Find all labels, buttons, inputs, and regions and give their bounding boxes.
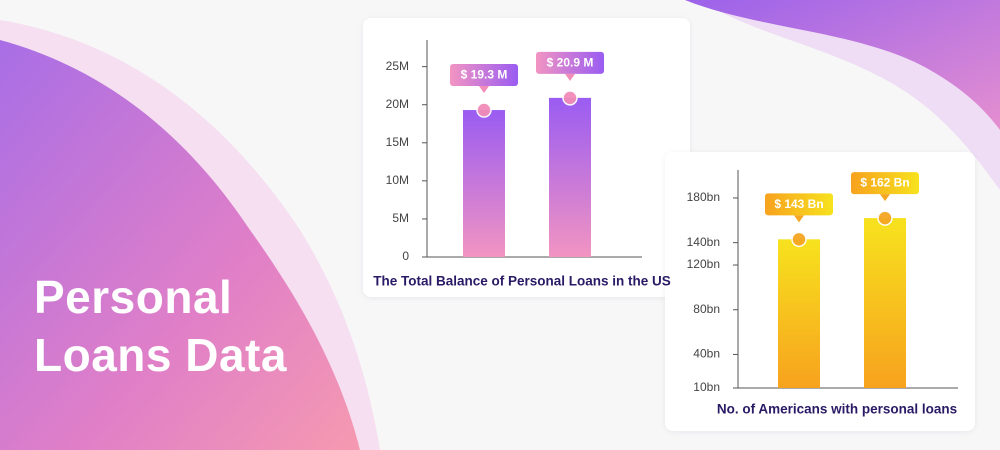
value-label-box	[851, 172, 919, 195]
bar	[463, 110, 505, 257]
value-label-pointer	[794, 215, 804, 223]
y-tick-label: 15M	[386, 135, 409, 149]
bar	[549, 97, 591, 257]
chart-title: No. of Americans with personal loans	[717, 402, 957, 417]
bar-marker	[562, 90, 578, 106]
wave-top	[685, 0, 1000, 130]
value-label-box	[765, 193, 833, 216]
bar-marker	[791, 231, 807, 248]
value-label-pointer	[880, 194, 890, 202]
headline: Personal Loans Data	[34, 271, 287, 381]
y-tick-label: 5M	[392, 211, 409, 225]
value-label-box	[536, 51, 604, 74]
value-label-box	[450, 64, 518, 87]
bar	[778, 239, 820, 388]
y-tick-label: 25M	[386, 59, 409, 73]
chart-title: The Total Balance of Personal Loans in t…	[373, 274, 671, 289]
y-tick-label: 180bn	[687, 190, 720, 204]
y-tick-label: 10bn	[693, 380, 720, 394]
value-label: $ 162 Bn	[860, 176, 909, 190]
wave-main	[0, 40, 360, 450]
y-tick-label: 120bn	[687, 257, 720, 271]
bar-marker	[476, 102, 492, 118]
bar	[864, 218, 906, 388]
y-tick-label: 10M	[386, 173, 409, 187]
y-tick-label: 40bn	[693, 347, 720, 361]
bar-marker	[877, 210, 893, 226]
value-label: $ 143 Bn	[774, 197, 823, 211]
y-tick-label: 0	[402, 249, 409, 263]
card	[363, 18, 690, 297]
value-label: $ 19.3 M	[461, 68, 508, 82]
y-tick-label: 140bn	[687, 235, 720, 249]
y-tick-label: 20M	[386, 97, 409, 111]
value-label-pointer	[479, 86, 489, 94]
y-tick-label: 80bn	[693, 302, 720, 316]
value-label-pointer	[565, 73, 575, 81]
value-label: $ 20.9 M	[547, 56, 594, 70]
